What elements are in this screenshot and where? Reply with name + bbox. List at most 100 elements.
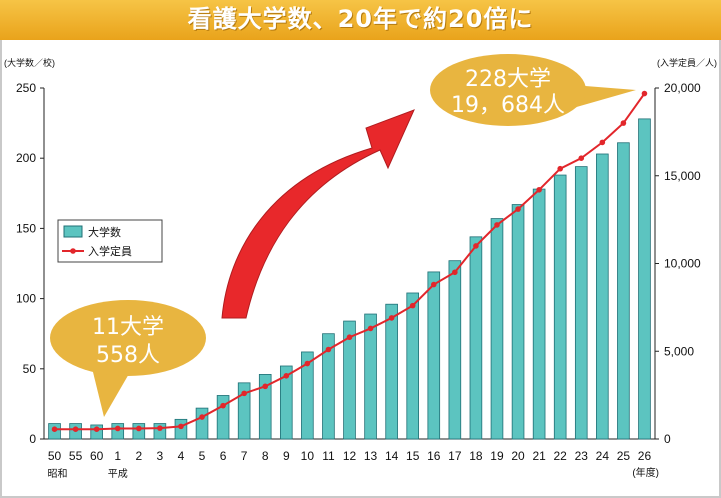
bar-26 [638, 118, 651, 440]
line-point-50 [51, 426, 58, 433]
x-tick-label: 5 [199, 449, 206, 463]
era-label: 昭和 [48, 468, 68, 480]
line-point-60 [93, 426, 100, 433]
x-tick-label: 26 [638, 449, 652, 463]
line-point-55 [72, 426, 79, 433]
right-tick-label: 5,000 [664, 344, 694, 358]
bar-8 [258, 374, 272, 440]
line-point-14 [388, 315, 395, 321]
line-point-20 [515, 206, 521, 212]
right-tick-label: 0 [664, 432, 671, 446]
left-tick-label: 100 [16, 292, 36, 306]
left-tick-label: 150 [16, 221, 36, 235]
line-point-1 [114, 425, 121, 432]
callout-line2-latest: 19，684人 [451, 93, 565, 118]
x-tick-label: 25 [617, 449, 631, 463]
title-banner: 看護大学数、20年で約20倍に [0, 0, 721, 40]
bar-18 [469, 236, 483, 440]
x-tick-label: 21 [532, 449, 546, 463]
x-tick-label: 20 [511, 449, 525, 463]
bar-10 [301, 351, 314, 440]
x-axis-unit-label: (年度) [632, 466, 659, 479]
legend-line-marker [70, 248, 76, 254]
line-point-5 [199, 414, 205, 420]
x-tick-label: 12 [343, 449, 357, 463]
left-tick-label: 50 [23, 362, 37, 376]
callout-line1-early: 11大学 [92, 315, 164, 340]
bar-21 [532, 188, 546, 440]
x-tick-label: 1 [114, 449, 121, 463]
x-tick-label: 13 [364, 449, 378, 463]
line-point-4 [178, 423, 184, 430]
line-point-23 [578, 155, 585, 161]
x-tick-label: 9 [283, 449, 290, 463]
callout-bubble-latest [430, 54, 586, 126]
left-tick-label: 200 [16, 151, 36, 165]
right-tick-label: 15,000 [664, 169, 701, 183]
line-point-26 [641, 90, 648, 97]
line-point-21 [536, 186, 542, 193]
callout-line2-early: 558人 [96, 343, 160, 368]
bar-11 [322, 333, 335, 440]
x-tick-label: 15 [406, 449, 420, 463]
bar-15 [406, 292, 420, 440]
bar-19 [490, 218, 504, 440]
bar-3 [153, 423, 167, 440]
bar-12 [343, 320, 356, 440]
line-point-19 [494, 222, 500, 228]
line-point-16 [430, 281, 437, 288]
left-tick-label: 250 [16, 81, 36, 95]
x-tick-label: 16 [427, 449, 441, 463]
line-point-17 [452, 269, 458, 276]
legend-label-line: 入学定員 [88, 244, 132, 258]
line-point-22 [557, 165, 563, 172]
line-point-8 [262, 383, 269, 390]
x-tick-label: 18 [469, 449, 483, 463]
bar-22 [553, 174, 567, 440]
line-point-7 [241, 390, 247, 397]
x-tick-label: 14 [385, 449, 399, 463]
bar-2 [132, 423, 146, 440]
x-tick-label: 17 [448, 449, 462, 463]
x-tick-label: 3 [157, 449, 164, 463]
x-tick-label: 6 [220, 449, 227, 463]
bar-6 [216, 395, 230, 440]
right-tick-label: 10,000 [664, 257, 701, 271]
line-point-3 [157, 425, 163, 431]
x-tick-label: 24 [596, 449, 610, 463]
legend-bar-swatch [63, 225, 83, 238]
bar-1 [111, 423, 125, 440]
page-title: 看護大学数、20年で約20倍に [187, 5, 534, 33]
x-tick-label: 4 [178, 449, 185, 463]
line-point-25 [620, 120, 627, 126]
right-tick-label: 20,000 [664, 81, 701, 95]
callout-bubble-early [50, 300, 206, 376]
bar-20 [511, 204, 525, 440]
right-axis-label: (入学定員／人) [657, 57, 717, 68]
bar-16 [427, 271, 441, 440]
x-tick-label: 60 [90, 449, 104, 463]
line-point-9 [283, 373, 290, 379]
line-point-24 [599, 139, 606, 146]
callout-line1-latest: 228大学 [465, 67, 551, 92]
line-point-13 [367, 325, 374, 332]
bar-13 [364, 313, 377, 440]
bar-24 [596, 153, 609, 440]
x-tick-label: 50 [48, 449, 62, 463]
legend-label-bars: 大学数 [88, 225, 121, 239]
left-axis-label: (大学数／校) [4, 57, 55, 68]
era-label: 平成 [108, 468, 128, 480]
line-point-12 [346, 334, 353, 341]
x-tick-label: 55 [69, 449, 83, 463]
line-point-2 [136, 425, 142, 432]
bar-7 [237, 382, 251, 440]
line-point-10 [304, 360, 311, 367]
left-tick-label: 0 [29, 432, 36, 446]
x-tick-label: 10 [301, 449, 315, 463]
x-tick-label: 2 [135, 449, 142, 463]
bar-4 [174, 418, 188, 440]
x-tick-label: 19 [490, 449, 504, 463]
bar-23 [574, 166, 588, 440]
bar-17 [448, 260, 462, 440]
